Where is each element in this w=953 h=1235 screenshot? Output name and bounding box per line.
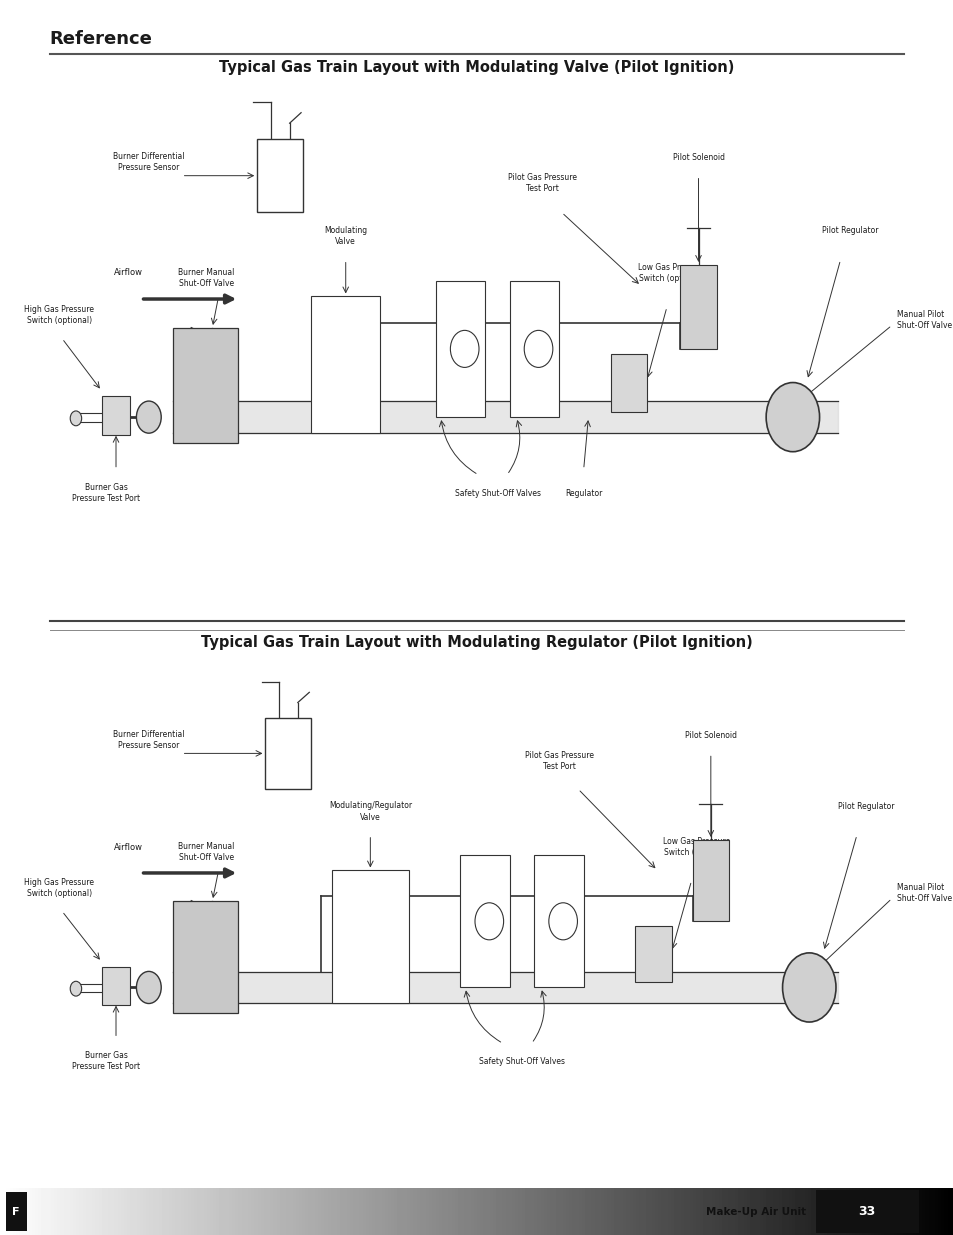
Text: Burner Manual
Shut-Off Valve: Burner Manual Shut-Off Valve — [178, 842, 234, 862]
Text: Manual Pilot
Shut-Off Valve: Manual Pilot Shut-Off Valve — [896, 883, 951, 903]
Text: Make-Up Air Unit: Make-Up Air Unit — [705, 1207, 805, 1216]
Text: Manual Pilot
Shut-Off Valve: Manual Pilot Shut-Off Valve — [896, 310, 951, 330]
Circle shape — [71, 982, 82, 997]
Text: Pilot Gas Pressure
Test Port: Pilot Gas Pressure Test Port — [508, 173, 577, 194]
Circle shape — [781, 953, 835, 1023]
FancyBboxPatch shape — [102, 967, 131, 1005]
Text: Airflow: Airflow — [113, 268, 143, 278]
FancyBboxPatch shape — [265, 718, 311, 789]
Text: Regulator: Regulator — [564, 489, 601, 498]
Text: 33: 33 — [858, 1205, 875, 1218]
FancyBboxPatch shape — [635, 926, 671, 982]
Text: Burner Manual
Shut-Off Valve: Burner Manual Shut-Off Valve — [178, 268, 234, 288]
Text: Low Gas Pressure
Switch (optional): Low Gas Pressure Switch (optional) — [662, 837, 729, 857]
FancyBboxPatch shape — [436, 280, 485, 417]
Text: Safety Shut-Off Valves: Safety Shut-Off Valves — [454, 489, 540, 498]
Text: Typical Gas Train Layout with Modulating Valve (Pilot Ignition): Typical Gas Train Layout with Modulating… — [219, 59, 734, 74]
FancyBboxPatch shape — [311, 296, 379, 433]
Circle shape — [765, 383, 819, 452]
Text: High Gas Pressure
Switch (optional): High Gas Pressure Switch (optional) — [24, 305, 94, 325]
Circle shape — [136, 972, 161, 1004]
Text: Reference: Reference — [50, 31, 152, 48]
Text: Pilot Solenoid: Pilot Solenoid — [672, 153, 723, 162]
FancyBboxPatch shape — [173, 327, 238, 443]
FancyBboxPatch shape — [6, 1192, 27, 1231]
Text: Low Gas Pressure
Switch (optional): Low Gas Pressure Switch (optional) — [638, 263, 704, 283]
Text: Burner Differential
Pressure Sensor: Burner Differential Pressure Sensor — [113, 152, 184, 173]
Text: Airflow: Airflow — [113, 844, 143, 852]
Text: Modulating/Regulator
Valve: Modulating/Regulator Valve — [329, 802, 412, 821]
Circle shape — [71, 411, 82, 426]
FancyBboxPatch shape — [460, 855, 510, 988]
Text: Pilot Solenoid: Pilot Solenoid — [684, 731, 736, 740]
FancyBboxPatch shape — [173, 902, 238, 1013]
Text: Pilot Regulator: Pilot Regulator — [821, 226, 878, 236]
FancyBboxPatch shape — [679, 266, 716, 348]
FancyBboxPatch shape — [102, 396, 131, 436]
Circle shape — [136, 401, 161, 433]
Text: Modulating
Valve: Modulating Valve — [324, 226, 367, 246]
Text: Pilot Regulator: Pilot Regulator — [838, 803, 894, 811]
Text: Typical Gas Train Layout with Modulating Regulator (Pilot Ignition): Typical Gas Train Layout with Modulating… — [201, 635, 752, 650]
FancyBboxPatch shape — [815, 1191, 918, 1233]
Text: High Gas Pressure
Switch (optional): High Gas Pressure Switch (optional) — [24, 878, 94, 898]
FancyBboxPatch shape — [534, 855, 583, 988]
FancyBboxPatch shape — [610, 354, 646, 411]
Text: Safety Shut-Off Valves: Safety Shut-Off Valves — [478, 1057, 564, 1066]
FancyBboxPatch shape — [332, 871, 408, 1003]
Text: F: F — [12, 1207, 20, 1216]
Text: Burner Differential
Pressure Sensor: Burner Differential Pressure Sensor — [113, 730, 184, 751]
Text: Burner Gas
Pressure Test Port: Burner Gas Pressure Test Port — [72, 1051, 140, 1071]
Text: Burner Gas
Pressure Test Port: Burner Gas Pressure Test Port — [72, 483, 140, 503]
FancyBboxPatch shape — [509, 280, 558, 417]
FancyBboxPatch shape — [692, 840, 728, 921]
Text: Pilot Gas Pressure
Test Port: Pilot Gas Pressure Test Port — [524, 751, 593, 771]
FancyBboxPatch shape — [257, 140, 303, 212]
